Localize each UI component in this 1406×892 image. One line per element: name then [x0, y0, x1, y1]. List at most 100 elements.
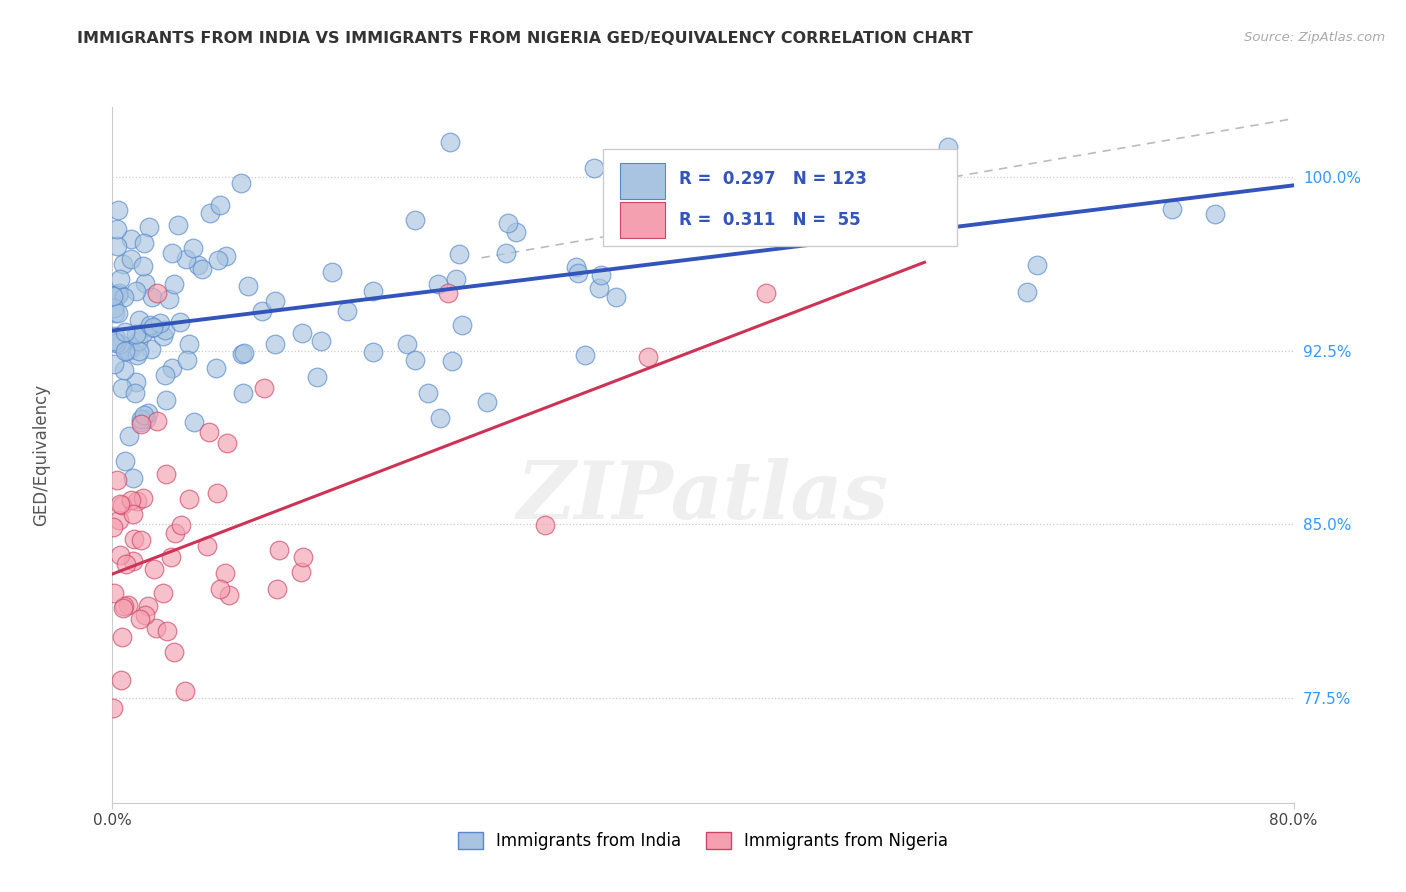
- Immigrants from India: [101, 289, 124, 303]
- Immigrants from India: [321, 264, 343, 278]
- Immigrants from India: [163, 277, 186, 291]
- Immigrants from Nigeria: [114, 557, 136, 571]
- Immigrants from India: [936, 140, 959, 154]
- FancyBboxPatch shape: [620, 162, 665, 199]
- Immigrants from Nigeria: [120, 493, 142, 508]
- Immigrants from Nigeria: [143, 562, 166, 576]
- Immigrants from Nigeria: [110, 548, 132, 562]
- Immigrants from India: [122, 471, 145, 485]
- Immigrants from Nigeria: [218, 588, 240, 602]
- Immigrants from India: [232, 345, 254, 359]
- Immigrants from India: [236, 279, 259, 293]
- Immigrants from India: [120, 232, 142, 246]
- Immigrants from India: [134, 236, 156, 251]
- Immigrants from India: [128, 312, 150, 326]
- Immigrants from Nigeria: [267, 542, 290, 557]
- Immigrants from India: [404, 212, 426, 227]
- Immigrants from India: [876, 189, 898, 203]
- Immigrants from India: [264, 294, 287, 309]
- Immigrants from India: [214, 249, 236, 263]
- Immigrants from India: [505, 226, 527, 240]
- Immigrants from Nigeria: [112, 599, 135, 613]
- Immigrants from Nigeria: [637, 351, 659, 365]
- Immigrants from India: [169, 315, 191, 329]
- Immigrants from India: [198, 206, 221, 220]
- Immigrants from India: [1017, 285, 1039, 299]
- Immigrants from India: [152, 328, 174, 343]
- Immigrants from Nigeria: [291, 549, 314, 564]
- Text: IMMIGRANTS FROM INDIA VS IMMIGRANTS FROM NIGERIA GED/EQUIVALENCY CORRELATION CHA: IMMIGRANTS FROM INDIA VS IMMIGRANTS FROM…: [77, 31, 973, 46]
- Immigrants from Nigeria: [122, 507, 145, 521]
- Immigrants from Nigeria: [152, 586, 174, 600]
- Text: ZIPatlas: ZIPatlas: [517, 458, 889, 535]
- Text: R =  0.311   N =  55: R = 0.311 N = 55: [679, 211, 860, 228]
- Immigrants from India: [155, 393, 177, 408]
- Immigrants from India: [111, 381, 134, 395]
- Immigrants from India: [104, 336, 127, 351]
- Immigrants from Nigeria: [534, 518, 557, 533]
- Immigrants from India: [723, 199, 745, 213]
- Immigrants from Nigeria: [170, 518, 193, 533]
- Immigrants from India: [141, 321, 163, 335]
- Immigrants from India: [450, 318, 472, 332]
- Immigrants from India: [232, 385, 254, 400]
- Immigrants from India: [418, 385, 440, 400]
- Immigrants from India: [475, 395, 498, 409]
- Immigrants from Nigeria: [214, 566, 236, 580]
- Immigrants from Nigeria: [195, 539, 218, 553]
- Immigrants from India: [114, 343, 136, 358]
- Immigrants from Nigeria: [129, 612, 152, 626]
- Immigrants from India: [134, 276, 156, 290]
- Immigrants from India: [166, 218, 188, 232]
- Immigrants from India: [132, 259, 155, 273]
- Immigrants from India: [1025, 258, 1047, 272]
- Immigrants from Nigeria: [136, 599, 159, 614]
- Immigrants from India: [361, 284, 384, 298]
- Immigrants from Nigeria: [163, 645, 186, 659]
- Immigrants from India: [1160, 202, 1182, 216]
- Immigrants from Nigeria: [110, 673, 132, 687]
- Immigrants from India: [181, 241, 204, 255]
- Immigrants from India: [114, 325, 136, 339]
- Immigrants from India: [404, 353, 426, 368]
- Immigrants from Nigeria: [117, 598, 139, 612]
- Immigrants from India: [120, 252, 142, 267]
- Immigrants from India: [107, 202, 129, 217]
- Immigrants from India: [149, 316, 172, 330]
- Immigrants from Nigeria: [145, 621, 167, 635]
- Immigrants from Nigeria: [755, 285, 778, 300]
- Immigrants from India: [439, 135, 461, 149]
- Immigrants from India: [447, 247, 470, 261]
- Immigrants from India: [440, 354, 463, 368]
- Text: R =  0.297   N = 123: R = 0.297 N = 123: [679, 170, 868, 188]
- Immigrants from Nigeria: [111, 498, 134, 512]
- Immigrants from India: [118, 429, 141, 443]
- Immigrants from India: [427, 277, 450, 292]
- Immigrants from Nigeria: [129, 417, 152, 431]
- Immigrants from India: [157, 292, 180, 306]
- Immigrants from India: [117, 343, 139, 357]
- Immigrants from India: [105, 239, 128, 253]
- Immigrants from Nigeria: [179, 492, 201, 507]
- Immigrants from India: [128, 343, 150, 358]
- Immigrants from India: [205, 360, 228, 375]
- Immigrants from India: [103, 288, 125, 302]
- Immigrants from Nigeria: [101, 519, 124, 533]
- Immigrants from India: [183, 415, 205, 429]
- Immigrants from Nigeria: [437, 285, 460, 300]
- Immigrants from India: [112, 363, 135, 377]
- Immigrants from India: [141, 342, 163, 356]
- Immigrants from India: [209, 198, 232, 212]
- FancyBboxPatch shape: [603, 149, 957, 246]
- Immigrants from Nigeria: [155, 467, 177, 482]
- Immigrants from India: [132, 408, 155, 422]
- Immigrants from India: [103, 358, 125, 372]
- FancyBboxPatch shape: [620, 202, 665, 238]
- Immigrants from India: [103, 301, 125, 315]
- Immigrants from India: [1204, 207, 1226, 221]
- Immigrants from India: [307, 370, 329, 384]
- Immigrants from India: [336, 303, 359, 318]
- Immigrants from India: [396, 337, 419, 351]
- Immigrants from Nigeria: [207, 486, 229, 500]
- Immigrants from Nigeria: [145, 877, 167, 891]
